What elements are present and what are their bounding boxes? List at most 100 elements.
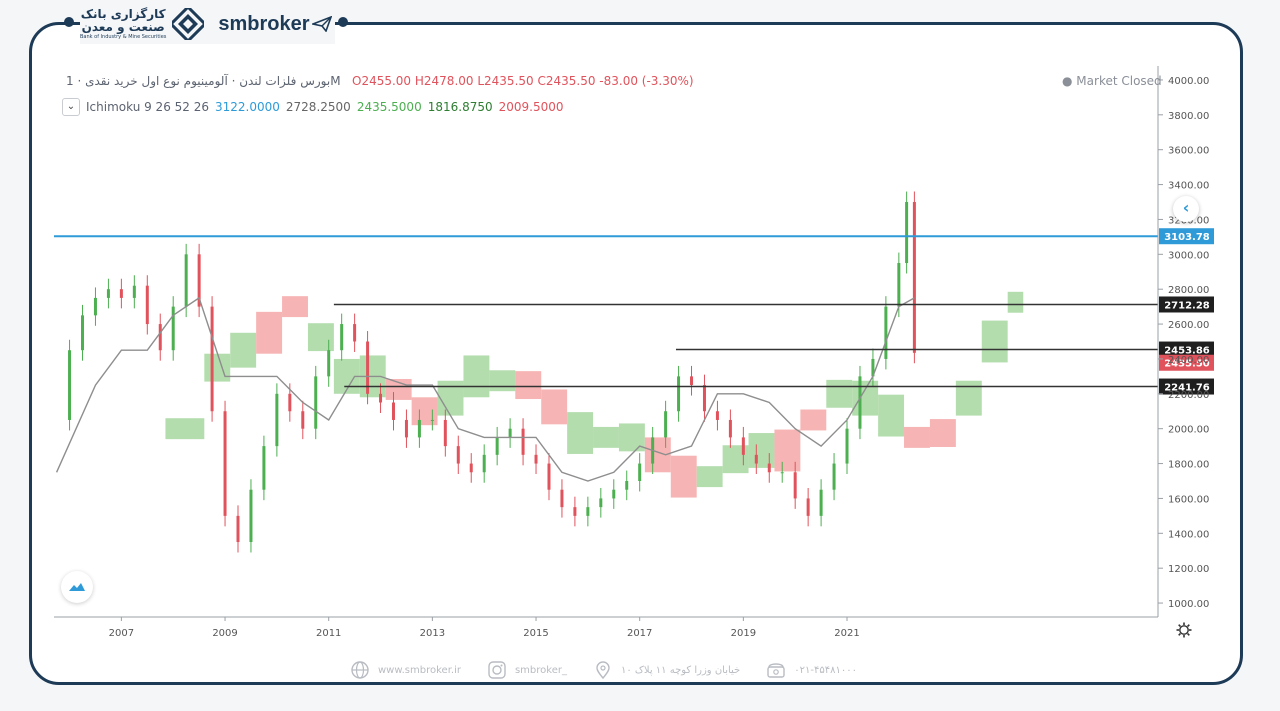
ichimoku-label: Ichimoku 9 26 52 26	[86, 100, 209, 114]
candle-body	[793, 472, 797, 499]
candle-body	[366, 341, 370, 394]
level-price-tag	[1159, 378, 1214, 395]
candle-body	[443, 419, 447, 447]
ichimoku-cloud-segment	[696, 466, 723, 488]
candle-body	[456, 446, 460, 464]
candle-body	[871, 358, 875, 377]
ichimoku-cloud-segment	[748, 433, 775, 468]
candle-body	[806, 498, 810, 516]
candle-body	[664, 411, 668, 438]
candle-body	[482, 454, 486, 473]
candle-body	[832, 463, 836, 490]
legend-symbol-row: بورس فلزات لندن · آلومینیوم نوع اول خرید…	[66, 74, 694, 88]
candle-body	[495, 437, 499, 455]
ichimoku-base-line	[55, 296, 915, 482]
candle-body	[430, 419, 434, 421]
footer-phone[interactable]: ۰۲۱-۴۵۴۸۱۰۰۰	[766, 660, 857, 680]
price-chart[interactable]: 3103.78 2712.28 2453.86 2241.76 2435.50 1000…	[54, 66, 1214, 642]
y-tick-label: 1000.00	[1168, 599, 1209, 610]
x-tick-label: 2015	[523, 628, 548, 639]
candle-body	[897, 263, 901, 307]
candle-body	[236, 515, 240, 543]
y-tick-label: 1200.00	[1168, 564, 1209, 575]
candle-body	[171, 306, 175, 351]
legend-ichimoku-row: ⌄ Ichimoku 9 26 52 26 3122.0000 2728.250…	[62, 98, 564, 116]
y-tick-label: 2400.00	[1168, 355, 1209, 366]
candle-body	[391, 402, 395, 420]
candle-body	[560, 489, 564, 508]
candle-body	[741, 437, 745, 455]
x-tick-label: 2013	[420, 628, 445, 639]
ichimoku-cloud-segment	[1007, 291, 1024, 313]
candle-body	[573, 507, 577, 516]
tradingview-logo[interactable]	[61, 571, 93, 603]
collapse-chevron-icon[interactable]: ⌄	[62, 98, 80, 116]
x-tick-label: 2009	[212, 628, 237, 639]
level-price-label: 3103.78	[1164, 232, 1210, 243]
ichimoku-cloud-segment	[774, 429, 801, 472]
y-tick-label: 2000.00	[1168, 425, 1209, 436]
ichimoku-cloud-segment	[463, 355, 490, 398]
candle-body	[599, 498, 603, 508]
footer-website[interactable]: www.smbroker.ir	[350, 660, 461, 680]
tradingview-icon	[69, 583, 85, 591]
candle-body	[767, 463, 771, 473]
candle-body	[353, 324, 357, 342]
ichimoku-cloud-segment	[670, 455, 697, 498]
ichimoku-cloud-segment	[489, 370, 516, 392]
candle-body	[625, 480, 629, 490]
ichimoku-cloud-segment	[411, 397, 438, 426]
market-status: ● Market Closed	[1062, 74, 1162, 88]
ichimoku-cloud-segment	[230, 332, 257, 368]
header-dot-left	[64, 17, 74, 27]
x-tick-label: 2017	[627, 628, 652, 639]
legend-symbol: بورس فلزات لندن · آلومینیوم نوع اول خرید…	[66, 74, 341, 88]
candle-body	[702, 385, 706, 412]
x-tick-label: 2021	[834, 628, 859, 639]
candle-body	[912, 202, 916, 353]
ichimoku-value-5: 2009.5000	[498, 100, 564, 114]
last-price-tag	[1159, 354, 1214, 371]
x-tick-label: 2007	[109, 628, 134, 639]
header: کارگزاری بانک صنعت و معدن Bank of Indust…	[80, 4, 335, 44]
location-pin-icon	[596, 661, 610, 680]
candle-body	[68, 350, 72, 420]
ichimoku-cloud-segment	[541, 389, 568, 425]
y-tick-label: 4000.00	[1168, 76, 1209, 87]
instagram-icon	[488, 661, 506, 679]
scroll-back-button[interactable]: ‹	[1173, 196, 1199, 222]
ichimoku-cloud-segment	[593, 426, 619, 448]
candle-body	[301, 411, 305, 429]
candle-body	[262, 446, 266, 490]
candle-body	[275, 393, 279, 447]
candle-body	[819, 489, 823, 516]
ichimoku-cloud-segment	[929, 419, 956, 447]
footer-address: خیابان وزرا کوچه ۱۱ پلاک ۱۰	[593, 660, 740, 680]
level-price-label: 2453.86	[1164, 346, 1210, 357]
level-price-tag	[1159, 341, 1214, 358]
footer-instagram[interactable]: smbroker_	[487, 660, 567, 680]
candle-body	[586, 507, 590, 516]
candle-body	[379, 393, 383, 403]
candle-body	[638, 463, 642, 481]
y-tick-label: 2800.00	[1168, 285, 1209, 296]
ichimoku-cloud-segment	[307, 323, 334, 352]
settings-gear-icon[interactable]	[1176, 622, 1192, 638]
candle-body	[780, 472, 784, 474]
y-tick-label: 3000.00	[1168, 250, 1209, 261]
bank-logo-icon	[172, 8, 205, 40]
y-tick-label: 1800.00	[1168, 460, 1209, 471]
telephone-icon	[767, 663, 785, 678]
candle-body	[469, 463, 473, 473]
ichimoku-cloud-segment	[800, 409, 827, 431]
candle-body	[340, 324, 344, 351]
candle-body	[132, 285, 136, 298]
ichimoku-cloud-segment	[165, 418, 205, 440]
level-price-tag	[1159, 296, 1214, 313]
legend-ohlc: O2455.00 H2478.00 L2435.50 C2435.50 -83.…	[352, 74, 694, 88]
candle-body	[728, 419, 732, 438]
footer: www.smbroker.ir smbroker_ خیابان وزرا کو…	[350, 656, 1050, 684]
candle-body	[197, 254, 201, 307]
level-price-label: 2712.28	[1164, 300, 1210, 311]
last-price-label: 2435.50	[1164, 359, 1210, 370]
